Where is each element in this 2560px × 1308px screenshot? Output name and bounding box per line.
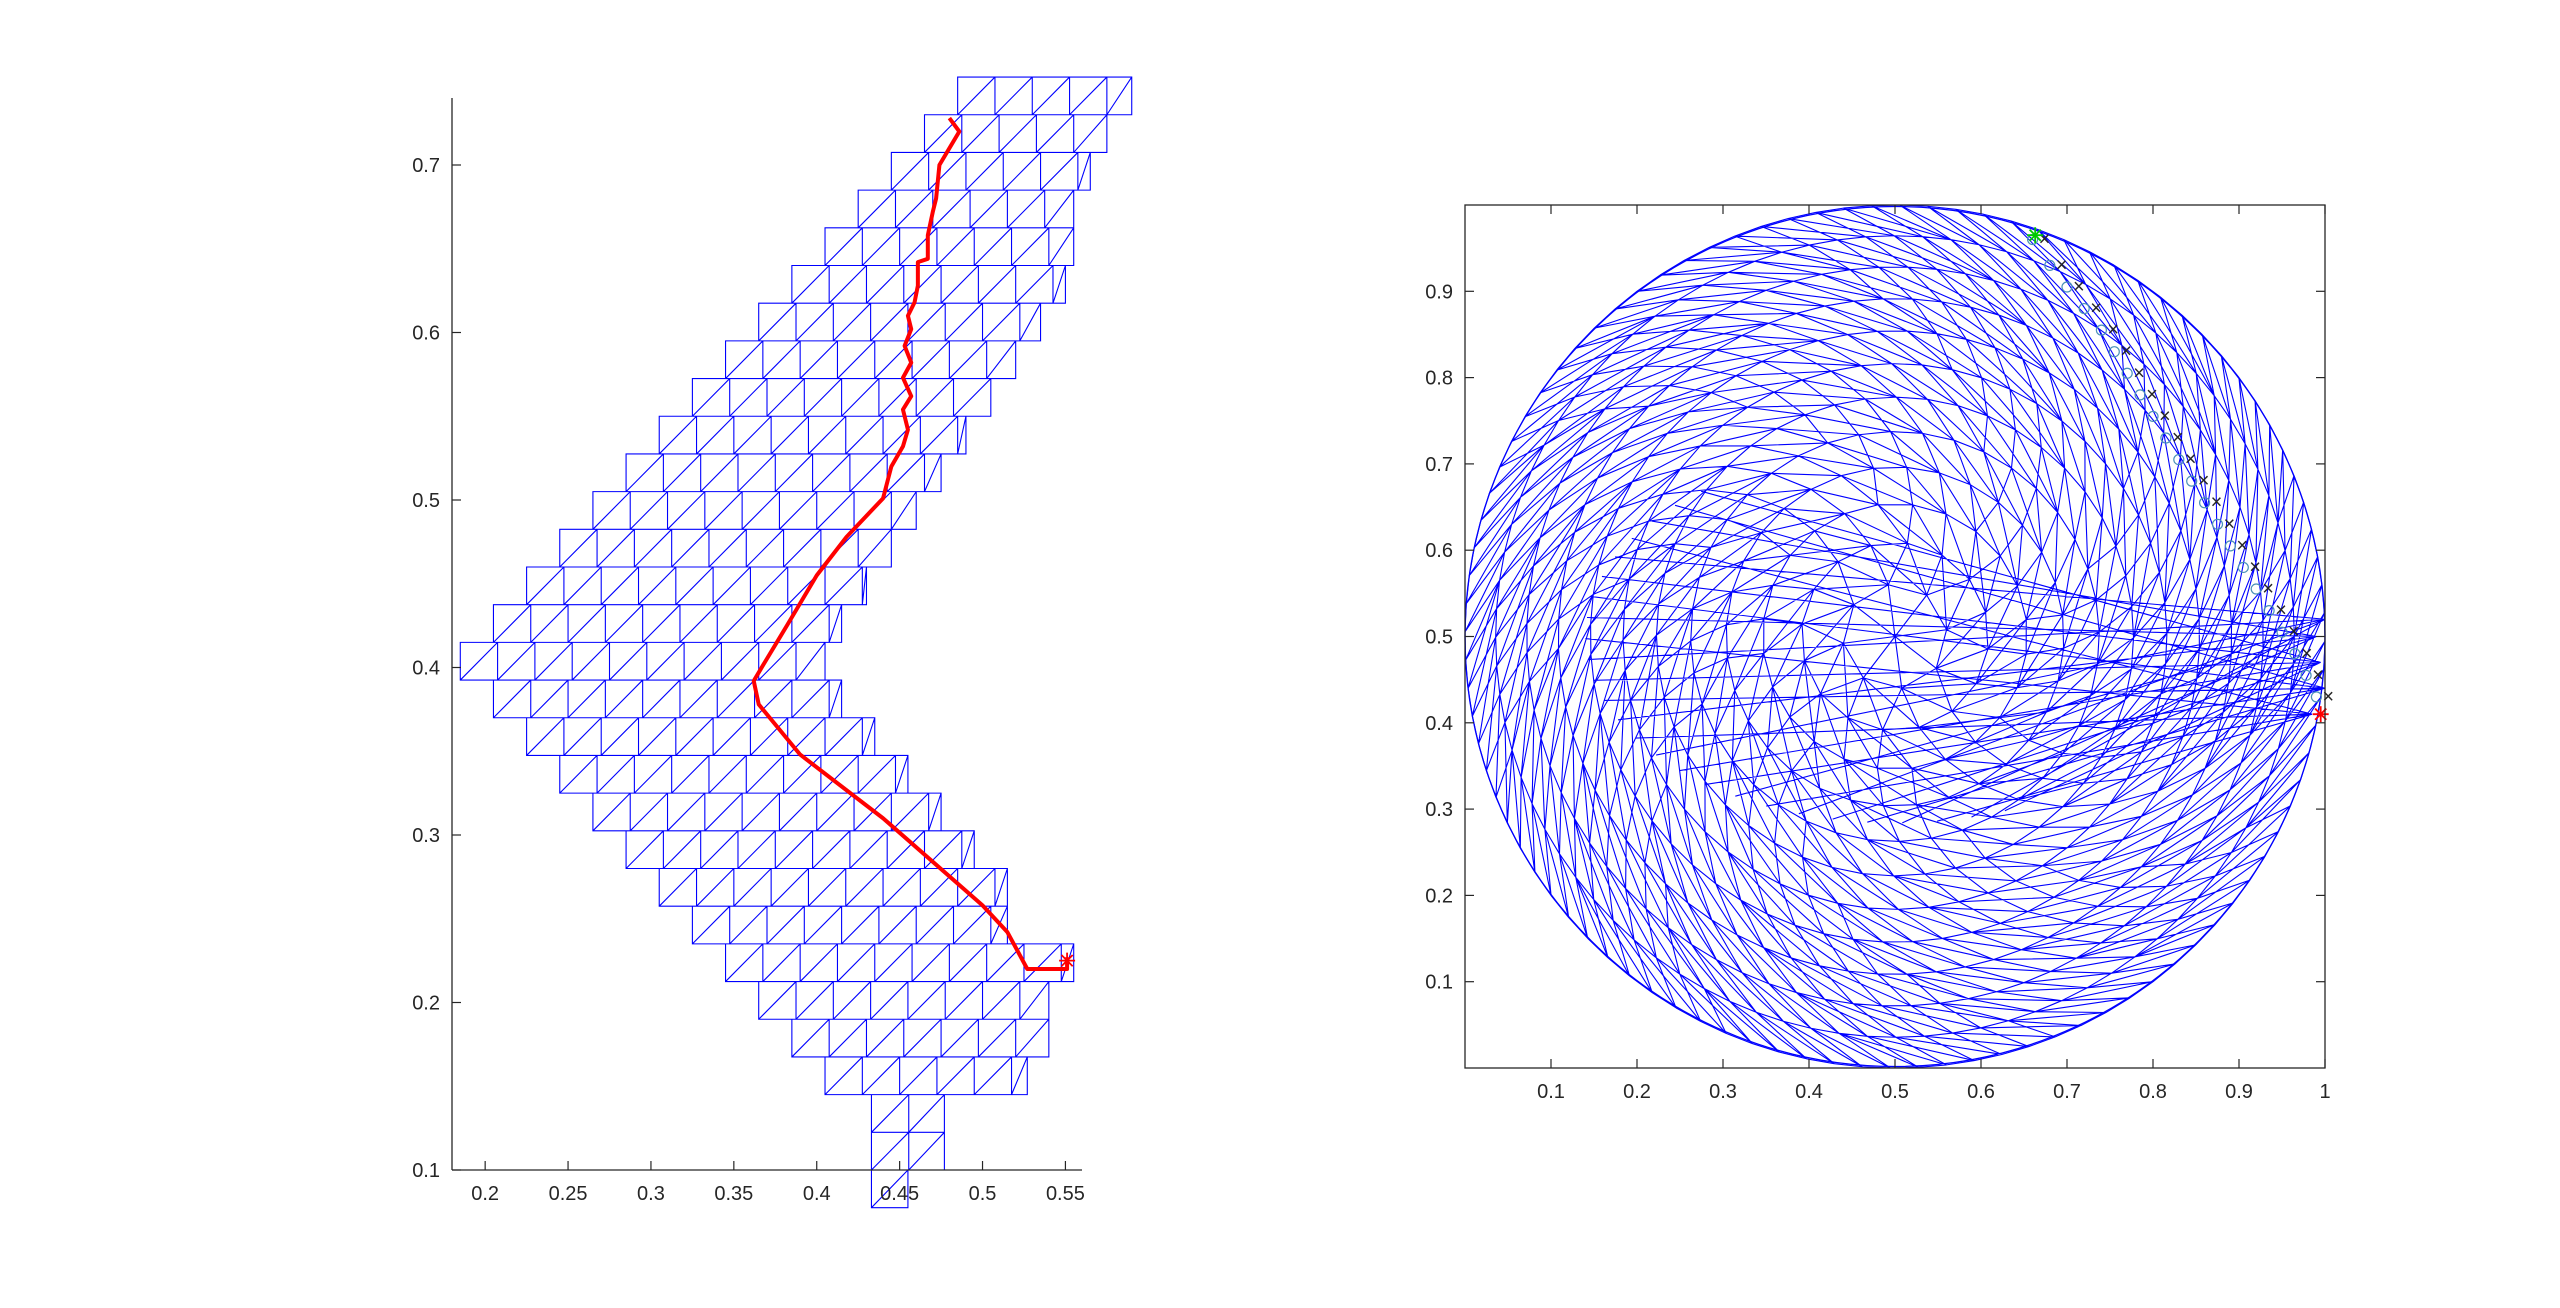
right-path-cross: × bbox=[2073, 276, 2085, 298]
right-x-tick-label: 0.1 bbox=[1537, 1081, 1565, 1103]
right-path-point bbox=[2199, 497, 2211, 509]
left-x-tick-label: 0.5 bbox=[969, 1183, 997, 1205]
right-path-cross: × bbox=[2133, 362, 2145, 384]
right-path-cross: × bbox=[2107, 319, 2119, 341]
right-path-point bbox=[2147, 410, 2159, 423]
right-path-cross: × bbox=[2211, 492, 2223, 514]
right-path-point bbox=[2108, 346, 2120, 358]
right-path-cross: × bbox=[2172, 427, 2184, 449]
right-path-cross: × bbox=[2039, 229, 2051, 251]
right-path-point bbox=[2078, 302, 2090, 315]
left-y-tick-label: 0.6 bbox=[412, 323, 440, 345]
right-path-point bbox=[2310, 691, 2322, 703]
right-path-cross: × bbox=[2288, 621, 2300, 643]
right-path-cross: × bbox=[2312, 664, 2324, 686]
left-y-tick-label: 0.4 bbox=[412, 658, 440, 680]
right-path-point bbox=[2237, 561, 2249, 574]
right-path-cross: × bbox=[2224, 513, 2236, 535]
left-y-tick-label: 0.3 bbox=[412, 825, 440, 847]
right-path-point bbox=[2134, 389, 2146, 401]
right-y-tick-label: 0.3 bbox=[1425, 799, 1453, 821]
right-path-point bbox=[2160, 432, 2172, 444]
right-mesh-edges bbox=[1464, 204, 2326, 1069]
right-plot: ××××××××××××××××××××××0.1 0.2 0.3 0.4 0.5 0.6… bbox=[1425, 204, 2334, 1103]
left-y-tick-label: 0.1 bbox=[412, 1160, 440, 1182]
right-y-tick-label: 0.9 bbox=[1425, 281, 1453, 303]
right-x-tick-label: 0.7 bbox=[2053, 1081, 2081, 1103]
right-y-tick-label: 0.7 bbox=[1425, 454, 1453, 476]
right-y-tick-label: 0.8 bbox=[1425, 368, 1453, 390]
right-x-tick-label: 0.6 bbox=[1967, 1081, 1995, 1103]
right-path-point bbox=[2289, 648, 2301, 660]
left-x-tick-label: 0.25 bbox=[549, 1183, 588, 1205]
right-path-cross: × bbox=[2275, 600, 2287, 622]
right-path-point bbox=[2095, 324, 2107, 336]
right-marker-start-stroke bbox=[2028, 228, 2042, 242]
right-x-tick-label: 0.2 bbox=[1623, 1081, 1651, 1103]
right-path-point bbox=[2186, 475, 2198, 487]
right-path-point bbox=[2173, 453, 2185, 466]
left-x-tick-label: 0.45 bbox=[880, 1183, 919, 1205]
right-y-tick-label: 0.6 bbox=[1425, 540, 1453, 562]
right-path-cross: × bbox=[2236, 535, 2248, 557]
right-path-point bbox=[2044, 259, 2056, 272]
right-x-tick-label: 0.5 bbox=[1881, 1081, 1909, 1103]
right-path-cross: × bbox=[2159, 405, 2171, 427]
right-path-point bbox=[2224, 540, 2236, 552]
right-x-tick-label: 0.3 bbox=[1709, 1081, 1737, 1103]
left-x-tick-label: 0.3 bbox=[637, 1183, 665, 1205]
left-marker-end-stroke bbox=[1060, 954, 1074, 967]
right-x-tick-label: 1 bbox=[2319, 1081, 2330, 1103]
right-path-cross: × bbox=[2262, 578, 2274, 600]
right-x-tick-label: 0.4 bbox=[1795, 1081, 1823, 1103]
left-x-tick-label: 0.35 bbox=[714, 1183, 753, 1205]
right-path-cross: × bbox=[2301, 643, 2313, 665]
right-x-tick-label: 0.9 bbox=[2225, 1081, 2253, 1103]
left-y-tick-label: 0.7 bbox=[412, 155, 440, 177]
right-path-cross: × bbox=[2146, 384, 2158, 406]
right-y-tick-label: 0.1 bbox=[1425, 972, 1453, 994]
right-path-cross: × bbox=[2056, 254, 2068, 276]
right-marker-start bbox=[2027, 227, 2044, 244]
left-x-tick-label: 0.4 bbox=[803, 1183, 831, 1205]
left-y-tick-label: 0.2 bbox=[412, 993, 440, 1015]
left-marker-end bbox=[1059, 952, 1076, 969]
right-path-cross: × bbox=[2185, 449, 2197, 471]
right-path-cross: × bbox=[2249, 556, 2261, 578]
right-path-cross: × bbox=[2090, 298, 2102, 320]
right-path-point bbox=[2250, 583, 2262, 595]
right-path-point bbox=[2263, 605, 2275, 617]
right-path-point bbox=[2300, 669, 2312, 681]
right-path-point bbox=[2061, 281, 2073, 293]
right-y-tick-label: 0.4 bbox=[1425, 713, 1453, 735]
right-path-point bbox=[2211, 518, 2224, 530]
left-x-tick-label: 0.55 bbox=[1046, 1183, 1085, 1205]
right-path-point bbox=[2276, 626, 2288, 638]
right-x-tick-label: 0.8 bbox=[2139, 1081, 2167, 1103]
left-x-tick-label: 0.2 bbox=[471, 1183, 499, 1205]
right-y-tick-label: 0.2 bbox=[1425, 885, 1453, 907]
right-path-point bbox=[2121, 367, 2133, 379]
left-plot: 0.2 0.25 0.3 0.35 0.4 0.45 0.5 0.55 0.1 0.2 0.3 0.4… bbox=[412, 76, 1133, 1209]
right-path-cross: × bbox=[2322, 686, 2334, 708]
right-y-tick-label: 0.5 bbox=[1425, 627, 1453, 649]
right-path-cross: × bbox=[2120, 341, 2132, 363]
left-y-tick-label: 0.5 bbox=[412, 490, 440, 512]
left-path-line bbox=[751, 116, 1070, 971]
right-path-cross: × bbox=[2198, 470, 2210, 492]
